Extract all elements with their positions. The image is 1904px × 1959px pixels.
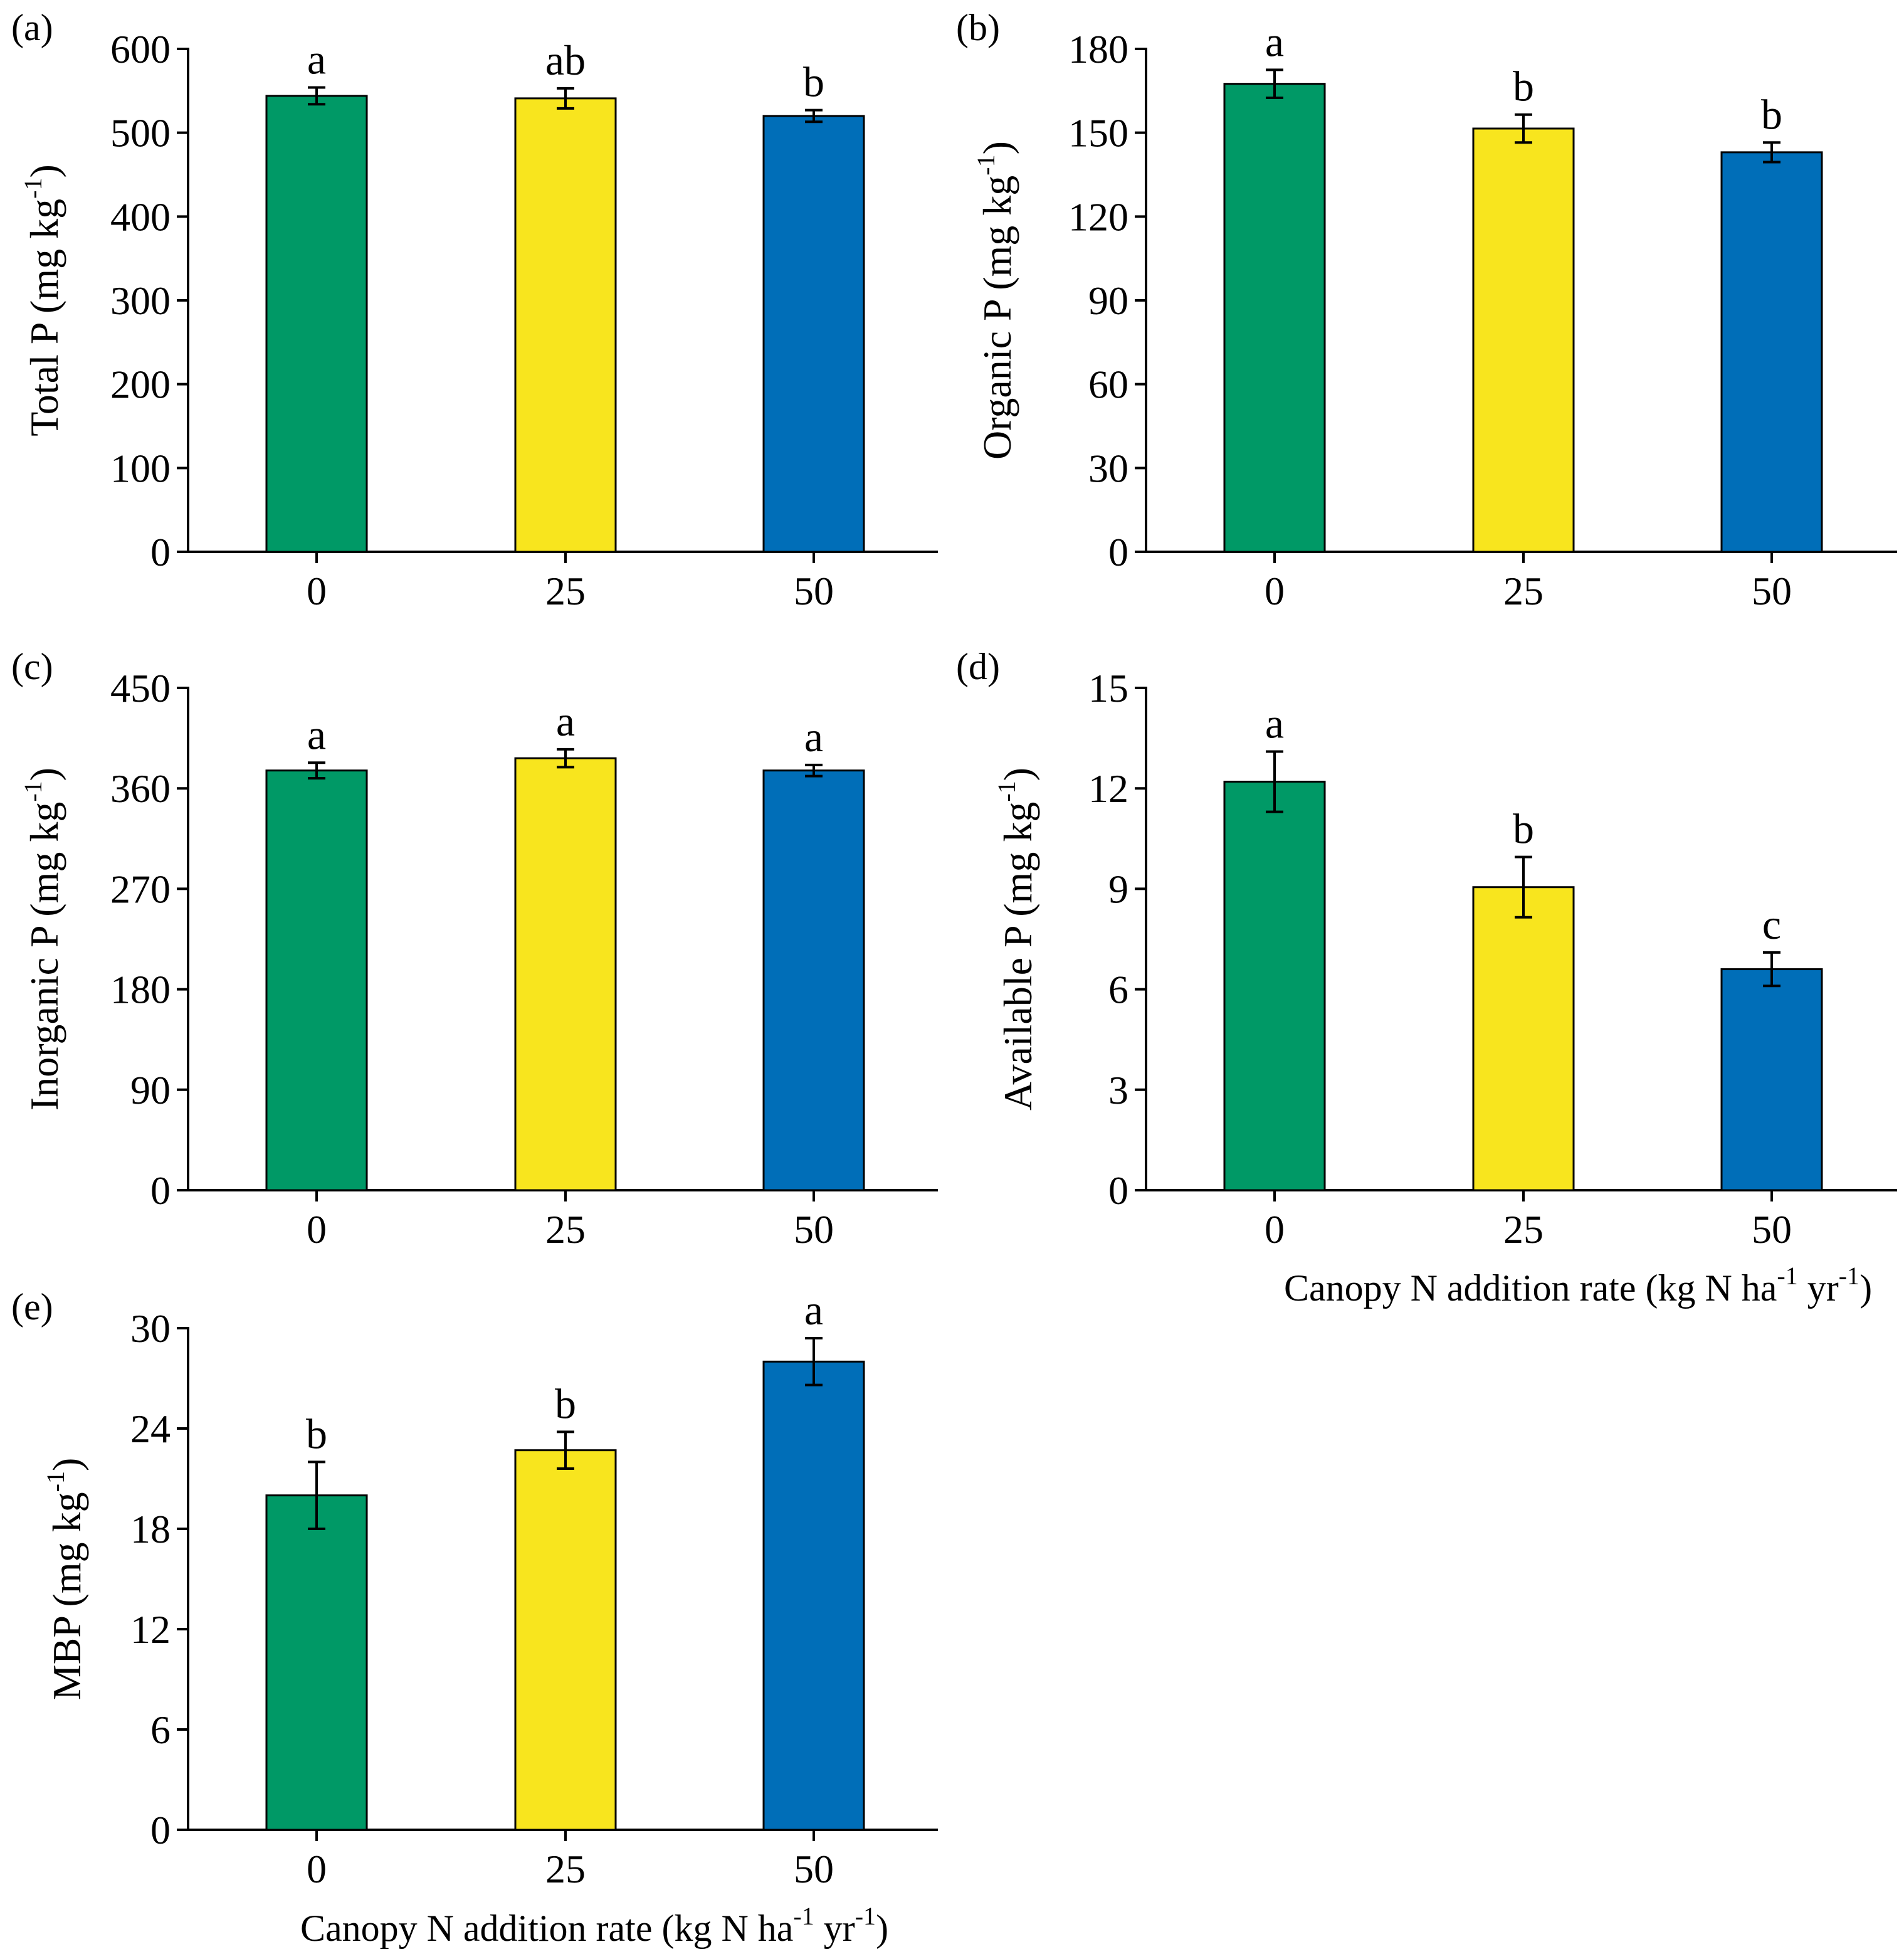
x-axis-label: Canopy N addition rate (kg N ha-1 yr-1) (1284, 1262, 1872, 1309)
significance-letter: c (1762, 900, 1781, 948)
y-tick-label: 12 (1088, 766, 1128, 811)
y-tick-label: 200 (110, 362, 171, 407)
y-tick-label: 0 (150, 530, 171, 574)
y-tick-label: 90 (1088, 278, 1128, 323)
y-tick-label: 15 (1088, 666, 1128, 710)
significance-letter: b (306, 1410, 327, 1457)
x-tick-label: 25 (545, 1207, 586, 1252)
x-tick-label: 25 (1503, 1207, 1544, 1252)
y-tick-label: 30 (130, 1306, 171, 1351)
panel-label: (a) (11, 7, 53, 48)
y-tick-label: 90 (130, 1068, 171, 1112)
y-tick-label: 3 (1108, 1068, 1128, 1112)
y-tick-label: 30 (1088, 446, 1128, 490)
x-tick-label: 25 (545, 569, 586, 613)
x-tick-label: 25 (1503, 569, 1544, 613)
significance-letter: a (804, 1286, 823, 1334)
y-tick-label: 500 (110, 111, 171, 156)
bar-0 (265, 95, 368, 553)
x-tick-label: 0 (1265, 1207, 1285, 1252)
y-tick-label: 360 (110, 766, 171, 811)
panel-label: (d) (956, 646, 1000, 687)
x-tick-label: 50 (1752, 569, 1792, 613)
panel-b: 0 30 60 90 120 150 180 a 0 b 25 b 50 (b) Organic P (mg… (956, 7, 1897, 613)
bar-0 (1223, 781, 1326, 1191)
bar-0 (1223, 83, 1326, 553)
panel-label: (b) (956, 7, 1000, 48)
y-tick-label: 0 (150, 1808, 171, 1852)
significance-letter: a (1265, 18, 1284, 65)
panel-a: 0 100 200 300 400 500 600 a 0 ab 25 b 50 (a) Total P (… (11, 7, 938, 613)
y-tick-label: 0 (1108, 530, 1128, 574)
x-axis-label: Canopy N addition rate (kg N ha-1 yr-1) (300, 1902, 888, 1949)
significance-letter: a (307, 710, 326, 758)
panel-label: (c) (11, 646, 53, 687)
x-tick-label: 50 (794, 1847, 834, 1891)
y-tick-label: 270 (110, 867, 171, 911)
y-tick-label: 6 (150, 1708, 171, 1752)
y-tick-label: 6 (1108, 968, 1128, 1012)
x-tick-label: 0 (307, 1207, 327, 1252)
x-tick-label: 0 (307, 569, 327, 613)
y-tick-label: 12 (130, 1607, 171, 1652)
y-tick-label: 24 (130, 1407, 171, 1451)
bar-50 (762, 1360, 865, 1831)
significance-letter: a (1265, 699, 1284, 747)
bar-0 (265, 1494, 368, 1831)
panel-label: (e) (11, 1286, 53, 1328)
y-tick-label: 180 (110, 968, 171, 1012)
x-tick-label: 50 (794, 1207, 834, 1252)
y-tick-label: 180 (1068, 27, 1128, 71)
panel-d: 0 3 6 9 12 15 a 0 b 25 c 50 (d) Available P (mg kg-1)… (956, 646, 1897, 1309)
bar-25 (1472, 886, 1575, 1191)
significance-letter: b (1513, 805, 1534, 853)
panel-c: 0 90 180 270 360 450 a 0 a 25 a 50 (c) Inorganic P (m… (11, 646, 938, 1252)
y-tick-label: 18 (130, 1507, 171, 1551)
bar-25 (514, 757, 617, 1191)
significance-letter: a (804, 713, 823, 761)
significance-letter: b (803, 58, 824, 106)
significance-letter: b (555, 1380, 576, 1427)
y-tick-label: 0 (150, 1168, 171, 1213)
significance-letter: a (307, 35, 326, 83)
x-tick-label: 50 (1752, 1207, 1792, 1252)
bar-0 (265, 769, 368, 1191)
x-tick-label: 0 (1265, 569, 1285, 613)
bar-50 (762, 769, 865, 1191)
y-tick-label: 0 (1108, 1168, 1128, 1213)
y-tick-label: 300 (110, 278, 171, 323)
y-axis-label: MBP (mg kg-1) (41, 1458, 89, 1701)
bar-50 (1720, 151, 1823, 553)
bar-25 (1472, 127, 1575, 553)
y-tick-label: 60 (1088, 362, 1128, 407)
significance-letter: a (556, 697, 575, 745)
panel-e: 0 6 12 18 24 30 b 0 b 25 a 50 (e) MBP (mg kg-1) Canopy… (11, 1286, 938, 1949)
y-tick-label: 400 (110, 194, 171, 239)
y-tick-label: 150 (1068, 111, 1128, 156)
significance-letter: ab (545, 36, 586, 84)
y-axis-label: Organic P (mg kg-1) (972, 141, 1019, 460)
bar-25 (514, 97, 617, 553)
bar-50 (762, 115, 865, 553)
y-tick-label: 9 (1108, 867, 1128, 911)
y-axis-label: Available P (mg kg-1) (992, 768, 1040, 1111)
significance-letter: b (1513, 63, 1534, 110)
y-tick-label: 600 (110, 27, 171, 71)
x-tick-label: 25 (545, 1847, 586, 1891)
significance-letter: b (1761, 90, 1782, 138)
y-axis-label: Total P (mg kg-1) (19, 164, 66, 436)
y-axis-label: Inorganic P (mg kg-1) (19, 768, 66, 1111)
y-tick-label: 120 (1068, 194, 1128, 239)
y-tick-label: 450 (110, 666, 171, 710)
x-tick-label: 50 (794, 569, 834, 613)
x-tick-label: 0 (307, 1847, 327, 1891)
bar-50 (1720, 968, 1823, 1191)
y-tick-label: 100 (110, 446, 171, 490)
bar-25 (514, 1449, 617, 1831)
